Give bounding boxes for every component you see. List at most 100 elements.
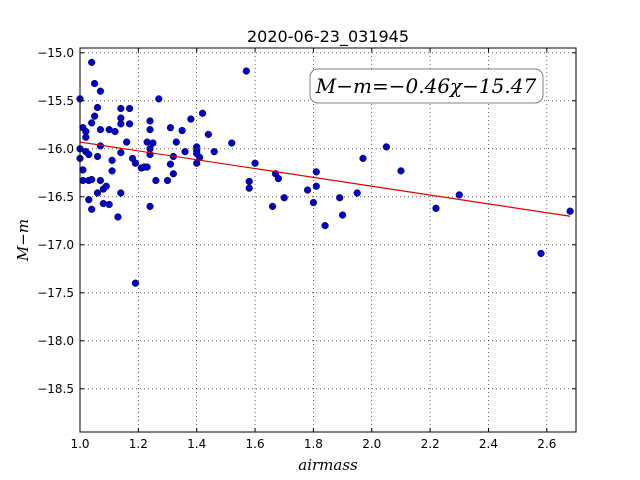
data-point [143, 163, 151, 171]
data-point [163, 176, 172, 185]
x-tick-label: 2.0 [362, 437, 381, 451]
data-point [85, 196, 93, 204]
plot-area [80, 48, 576, 432]
data-point [251, 159, 259, 167]
data-point [123, 138, 131, 146]
y-tick-label: −18.5 [37, 382, 74, 396]
y-tick-label: −18.0 [37, 334, 74, 348]
y-tick-label: −16.0 [37, 142, 74, 156]
y-tick-label: −17.5 [37, 286, 74, 300]
data-point [108, 156, 116, 164]
data-point [108, 167, 116, 175]
data-point [537, 249, 545, 258]
axis-ticks: 1.0 1.2 1.4 1.6 1.8 2.0 2.2 2.4 2.6 −15.0 −15.5 −16… [37, 46, 576, 451]
data-point [152, 176, 160, 185]
data-point [111, 127, 119, 136]
data-point [82, 133, 90, 141]
data-point [382, 143, 390, 151]
data-point [149, 139, 157, 147]
data-point [353, 189, 361, 197]
data-point [88, 175, 96, 184]
x-tick-label: 2.4 [479, 437, 498, 451]
y-tick-label: −15.5 [37, 94, 74, 108]
data-point [210, 148, 218, 156]
data-point [117, 104, 125, 113]
data-point [274, 174, 283, 183]
x-tick-label: 2.6 [537, 437, 556, 451]
data-point [117, 120, 125, 128]
fit-line [79, 141, 571, 217]
data-point [126, 120, 134, 128]
data-point [96, 176, 105, 185]
data-point [93, 152, 102, 161]
data-point [131, 159, 140, 167]
x-axis-label: airmass [298, 456, 358, 474]
data-point [105, 200, 113, 209]
y-axis-label: M−m [14, 219, 32, 262]
data-point [455, 191, 463, 199]
data-point [169, 170, 177, 178]
data-point [114, 213, 122, 221]
data-point [90, 79, 99, 88]
data-point [397, 167, 405, 175]
plot-frame [79, 47, 577, 433]
data-points [76, 58, 574, 287]
data-point [126, 104, 134, 113]
data-point [146, 126, 154, 134]
x-tick-label: 1.4 [187, 437, 206, 451]
data-point [146, 202, 154, 211]
data-point [96, 126, 105, 134]
data-point [228, 139, 236, 147]
y-tick-label: −15.0 [37, 46, 74, 60]
x-tick-label: 1.8 [304, 437, 323, 451]
data-point [90, 112, 99, 120]
data-point [88, 58, 96, 67]
data-point [93, 103, 102, 112]
y-tick-label: −16.5 [37, 190, 74, 204]
x-tick-label: 2.2 [421, 437, 440, 451]
data-point [432, 204, 440, 212]
data-point [280, 194, 288, 202]
data-point [338, 211, 347, 219]
data-point [336, 194, 344, 202]
data-point [102, 182, 110, 190]
data-point [88, 205, 96, 213]
fit-annotation-text: M−m=−0.46χ−15.47 [315, 74, 537, 98]
data-point [359, 154, 367, 163]
data-point [117, 149, 125, 157]
data-point [146, 117, 154, 125]
chart-title: 2020-06-23_031945 [247, 27, 409, 47]
data-point [312, 182, 320, 190]
data-point [268, 202, 277, 211]
data-point [166, 124, 175, 132]
data-point [172, 138, 180, 146]
data-point [88, 119, 96, 127]
data-point [187, 115, 195, 123]
data-point [117, 189, 125, 197]
y-tick-label: −17.0 [37, 238, 74, 252]
data-point [93, 189, 102, 197]
fit-annotation-box [309, 68, 544, 104]
fit-annotation: M−m=−0.46χ−15.47 [309, 68, 544, 104]
data-point [309, 198, 318, 207]
data-point [312, 168, 320, 176]
data-point [566, 207, 574, 215]
data-point [242, 67, 250, 75]
data-point [245, 177, 253, 186]
data-point [96, 87, 105, 95]
data-point [155, 95, 163, 103]
data-point [321, 222, 329, 230]
data-point [198, 109, 207, 117]
data-point [131, 279, 140, 287]
x-tick-label: 1.2 [129, 437, 148, 451]
data-point [79, 166, 87, 174]
data-point [178, 126, 186, 135]
data-point [85, 150, 93, 159]
data-point [204, 130, 212, 139]
data-point [245, 184, 253, 192]
x-tick-label: 1.6 [246, 437, 265, 451]
data-point [166, 160, 175, 168]
data-point [303, 186, 312, 194]
x-tick-label: 1.0 [70, 437, 89, 451]
